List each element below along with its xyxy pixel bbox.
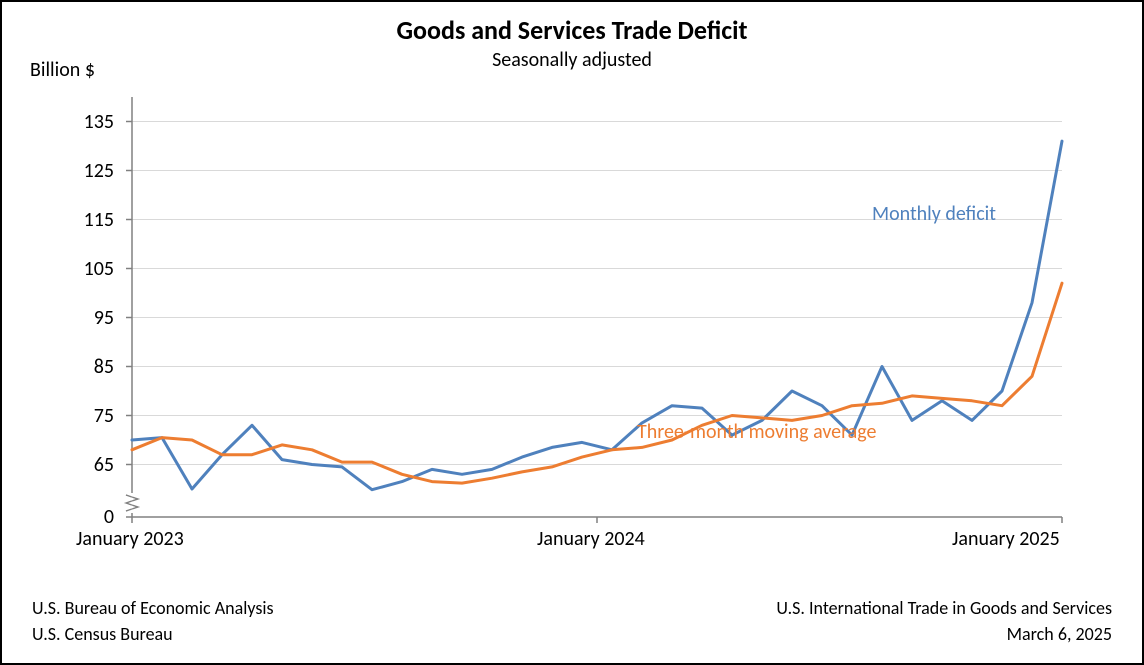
y-tick-label: 75 (64, 404, 114, 428)
y-tick-label: 65 (64, 453, 114, 477)
footer-date: March 6, 2025 (1007, 623, 1112, 645)
series-label: Monthly deficit (872, 202, 996, 226)
y-tick-label: 95 (64, 306, 114, 330)
chart-title: Goods and Services Trade Deficit (2, 14, 1142, 46)
y-tick-label: 135 (64, 110, 114, 134)
footer-source-2: U.S. Census Bureau (32, 623, 173, 645)
y-tick-label: 125 (64, 159, 114, 183)
x-tick-label: January 2024 (537, 527, 645, 551)
y-tick-label: 85 (64, 355, 114, 379)
y-tick-label: 0 (64, 505, 114, 529)
chart-plot (112, 77, 1082, 537)
x-tick-label: January 2023 (76, 527, 184, 551)
series-label: Three-month moving average (637, 420, 876, 444)
y-tick-label: 115 (64, 208, 114, 232)
footer-title: U.S. International Trade in Goods and Se… (776, 597, 1112, 619)
chart-frame: Goods and Services Trade Deficit Seasona… (0, 0, 1144, 665)
x-tick-label: January 2025 (952, 527, 1060, 551)
y-tick-label: 105 (64, 257, 114, 281)
chart-subtitle: Seasonally adjusted (2, 48, 1142, 72)
footer-source-1: U.S. Bureau of Economic Analysis (32, 597, 274, 619)
y-axis-label: Billion $ (30, 58, 95, 82)
